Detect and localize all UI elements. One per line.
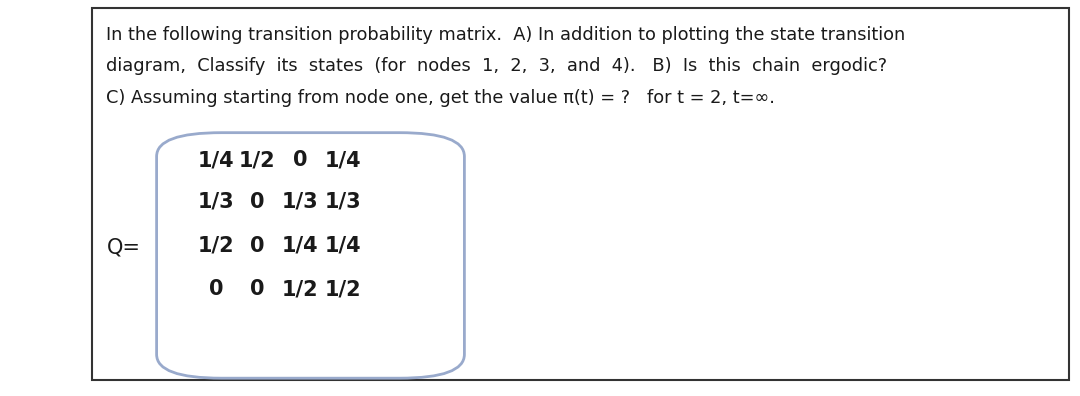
Text: 0: 0: [249, 192, 265, 212]
Text: 0: 0: [249, 279, 265, 299]
Text: 1/4: 1/4: [325, 150, 362, 170]
Text: 1/4: 1/4: [198, 150, 234, 170]
Text: 1/2: 1/2: [325, 279, 362, 299]
Text: 1/3: 1/3: [198, 192, 234, 212]
Text: C) Assuming starting from node one, get the value π(t) = ?   for t = 2, t=∞.: C) Assuming starting from node one, get …: [106, 89, 774, 107]
Text: 1/3: 1/3: [325, 192, 362, 212]
Text: 1/2: 1/2: [198, 236, 234, 255]
Text: Q=: Q=: [107, 238, 141, 257]
Text: 1/4: 1/4: [325, 236, 362, 255]
Text: 1/2: 1/2: [239, 150, 275, 170]
Text: 1/4: 1/4: [282, 236, 319, 255]
Text: 0: 0: [249, 236, 265, 255]
FancyBboxPatch shape: [92, 8, 1069, 380]
Text: diagram,  Classify  its  states  (for  nodes  1,  2,  3,  and  4).   B)  Is  thi: diagram, Classify its states (for nodes …: [106, 57, 887, 75]
Text: 1/3: 1/3: [282, 192, 319, 212]
Text: In the following transition probability matrix.  A) In addition to plotting the : In the following transition probability …: [106, 26, 905, 44]
Text: 0: 0: [293, 150, 308, 170]
FancyBboxPatch shape: [157, 133, 464, 378]
Text: 0: 0: [208, 279, 224, 299]
Text: 1/2: 1/2: [282, 279, 319, 299]
